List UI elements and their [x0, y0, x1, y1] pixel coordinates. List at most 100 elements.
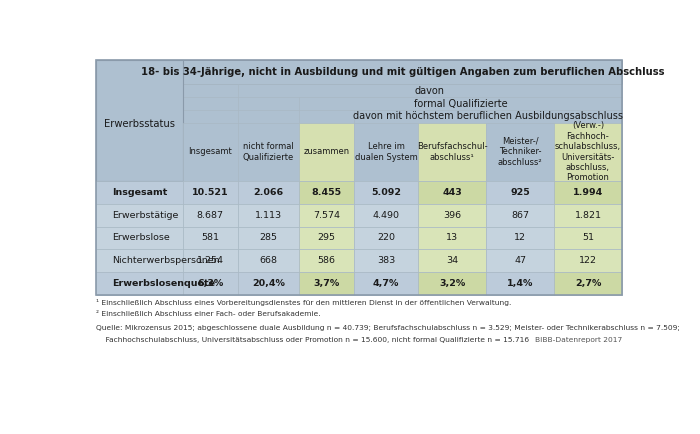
Text: Erwerbslosenquote: Erwerbslosenquote — [112, 279, 215, 288]
Text: 10.521: 10.521 — [192, 188, 229, 197]
Polygon shape — [354, 110, 622, 122]
Polygon shape — [299, 272, 354, 295]
Polygon shape — [299, 249, 354, 272]
Text: ² Einschließlich Abschluss einer Fach- oder Berufsakademie.: ² Einschließlich Abschluss einer Fach- o… — [96, 312, 321, 317]
Text: 220: 220 — [377, 233, 395, 242]
Polygon shape — [183, 60, 622, 84]
Text: formal Qualifizierte: formal Qualifizierte — [414, 99, 508, 108]
Text: 4,7%: 4,7% — [373, 279, 400, 288]
Text: ¹ Einschließlich Abschluss eines Vorbereitungsdienstes für den mittleren Dienst : ¹ Einschließlich Abschluss eines Vorbere… — [96, 299, 511, 306]
Polygon shape — [183, 249, 238, 272]
Polygon shape — [486, 249, 554, 272]
Text: Quelle: Mikrozensus 2015; abgeschlossene duale Ausbildung n = 40.739; Berufsfach: Quelle: Mikrozensus 2015; abgeschlossene… — [96, 326, 680, 332]
Polygon shape — [299, 181, 354, 204]
Polygon shape — [96, 204, 183, 227]
Text: 4.490: 4.490 — [372, 210, 400, 220]
Text: 122: 122 — [579, 256, 597, 265]
Polygon shape — [96, 272, 183, 295]
Polygon shape — [419, 227, 486, 249]
Polygon shape — [554, 122, 622, 181]
Text: 295: 295 — [318, 233, 335, 242]
Polygon shape — [238, 249, 299, 272]
Text: 925: 925 — [510, 188, 530, 197]
Text: 2.066: 2.066 — [253, 188, 284, 197]
Polygon shape — [238, 272, 299, 295]
Polygon shape — [486, 204, 554, 227]
Text: nicht formal
Qualifizierte: nicht formal Qualifizierte — [243, 142, 294, 161]
Text: 383: 383 — [377, 256, 395, 265]
Polygon shape — [238, 110, 299, 122]
Polygon shape — [96, 60, 183, 84]
Polygon shape — [554, 204, 622, 227]
Polygon shape — [486, 272, 554, 295]
Polygon shape — [96, 60, 183, 181]
Polygon shape — [299, 97, 622, 110]
Text: Erwerbstätige: Erwerbstätige — [112, 210, 178, 220]
Text: 1.113: 1.113 — [255, 210, 282, 220]
Polygon shape — [183, 204, 238, 227]
Text: 867: 867 — [511, 210, 529, 220]
Polygon shape — [238, 181, 299, 204]
Polygon shape — [183, 84, 238, 97]
Polygon shape — [183, 122, 238, 181]
Polygon shape — [238, 204, 299, 227]
Polygon shape — [486, 181, 554, 204]
Text: 586: 586 — [318, 256, 335, 265]
Polygon shape — [299, 110, 354, 122]
Text: (Verw.-)
Fachhoch-
schulabschluss,
Universitäts-
abschluss,
Promotion: (Verw.-) Fachhoch- schulabschluss, Unive… — [555, 122, 621, 182]
Polygon shape — [419, 122, 486, 181]
Polygon shape — [354, 122, 419, 181]
Text: Nichterwerbspersonen: Nichterwerbspersonen — [112, 256, 220, 265]
Text: 285: 285 — [260, 233, 277, 242]
Polygon shape — [486, 227, 554, 249]
Polygon shape — [183, 181, 238, 204]
Text: 47: 47 — [514, 256, 526, 265]
Text: Insgesamt: Insgesamt — [188, 147, 232, 156]
Text: Meister-/
Techniker-
abschluss²: Meister-/ Techniker- abschluss² — [498, 137, 542, 167]
Text: Fachhochschulabschluss, Universitätsabschluss oder Promotion n = 15.600, nicht f: Fachhochschulabschluss, Universitätsabsc… — [96, 338, 528, 343]
Polygon shape — [238, 122, 299, 181]
Text: 1.994: 1.994 — [573, 188, 603, 197]
Text: 13: 13 — [447, 233, 459, 242]
Text: 5.092: 5.092 — [371, 188, 401, 197]
Text: 3,7%: 3,7% — [314, 279, 340, 288]
Text: BIBB-Datenreport 2017: BIBB-Datenreport 2017 — [535, 338, 622, 343]
Polygon shape — [299, 122, 354, 181]
Polygon shape — [238, 227, 299, 249]
Text: 1.821: 1.821 — [575, 210, 601, 220]
Polygon shape — [183, 272, 238, 295]
Text: 8.455: 8.455 — [312, 188, 342, 197]
Text: 6,3%: 6,3% — [197, 279, 223, 288]
Text: Erwerbsstatus: Erwerbsstatus — [104, 119, 175, 129]
Polygon shape — [238, 84, 622, 97]
Text: 8.687: 8.687 — [197, 210, 224, 220]
Text: zusammen: zusammen — [303, 147, 349, 156]
Polygon shape — [419, 249, 486, 272]
Text: 668: 668 — [260, 256, 277, 265]
Text: 20,4%: 20,4% — [252, 279, 285, 288]
Text: davon mit höchstem beruflichen Ausbildungsabschluss: davon mit höchstem beruflichen Ausbildun… — [353, 111, 623, 121]
Text: Lehre im
dualen System: Lehre im dualen System — [355, 142, 418, 161]
Text: 7.574: 7.574 — [313, 210, 340, 220]
Polygon shape — [183, 97, 238, 110]
Polygon shape — [486, 122, 554, 181]
Polygon shape — [299, 227, 354, 249]
Text: 34: 34 — [447, 256, 459, 265]
Text: 3,2%: 3,2% — [439, 279, 466, 288]
Polygon shape — [354, 181, 419, 204]
Text: 443: 443 — [442, 188, 462, 197]
Text: Insgesamt: Insgesamt — [112, 188, 167, 197]
Polygon shape — [354, 249, 419, 272]
Polygon shape — [183, 227, 238, 249]
Polygon shape — [299, 204, 354, 227]
Polygon shape — [354, 227, 419, 249]
Polygon shape — [419, 204, 486, 227]
Polygon shape — [554, 227, 622, 249]
Polygon shape — [96, 227, 183, 249]
Text: Berufsfachschul-
abschluss¹: Berufsfachschul- abschluss¹ — [417, 142, 488, 161]
Text: 51: 51 — [582, 233, 594, 242]
Polygon shape — [554, 181, 622, 204]
Text: 1.254: 1.254 — [197, 256, 224, 265]
Text: 1,4%: 1,4% — [507, 279, 533, 288]
Polygon shape — [183, 110, 238, 122]
